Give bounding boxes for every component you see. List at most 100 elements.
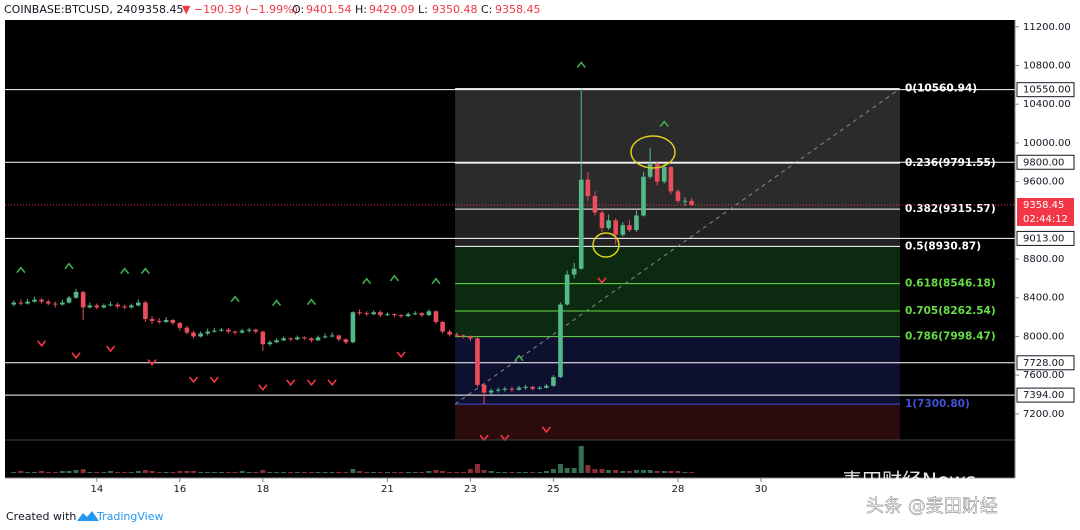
volume-bar: [87, 472, 93, 473]
candle-body: [53, 303, 58, 305]
volume-bar: [647, 470, 653, 473]
candle-body: [87, 305, 93, 308]
candle-body: [509, 388, 515, 390]
candle-body: [205, 331, 210, 334]
buy-signal: [64, 262, 74, 270]
fib-label: 0.382(9315.57): [905, 203, 996, 215]
y-tick-label: 9600.00: [1023, 177, 1064, 188]
candle-body: [191, 332, 196, 337]
buy-signal: [362, 277, 372, 285]
volume-bar: [467, 469, 473, 473]
candle-body: [689, 200, 694, 205]
volume-bar: [142, 470, 148, 473]
sell-signal: [286, 379, 296, 387]
volume-bar: [557, 464, 563, 473]
fib-zone: [455, 404, 901, 440]
footer-brand[interactable]: TradingView: [96, 510, 163, 523]
volume-bar: [274, 472, 280, 473]
candle-body: [668, 167, 674, 192]
volume-bar: [66, 471, 72, 473]
price-line-box: [1016, 82, 1075, 98]
volume-bar: [308, 472, 314, 473]
header-price: 9358.45: [138, 3, 184, 16]
volume-bar: [689, 472, 695, 473]
candle-body: [454, 334, 460, 336]
candle-body: [433, 311, 439, 322]
volume-bar: [460, 472, 466, 473]
volume-bar: [149, 471, 155, 473]
candle-body: [288, 338, 293, 340]
price-line-label: 9013.00: [1023, 233, 1064, 244]
candle-body: [239, 330, 245, 333]
candle-body: [440, 321, 445, 332]
candle-body: [45, 301, 51, 304]
candle-body: [364, 313, 369, 315]
volume-bar: [135, 471, 141, 473]
candle-body: [405, 314, 411, 317]
fib-label: 0.5(8930.87): [905, 240, 981, 252]
volume-bar: [440, 471, 446, 473]
candle-body: [211, 330, 217, 332]
buy-signal: [431, 277, 441, 285]
y-tick-label: 7200.00: [1023, 409, 1064, 420]
plot-area: [5, 61, 1015, 473]
volume-bar: [661, 471, 667, 473]
volume-bar: [288, 472, 294, 473]
volume-bar: [357, 471, 363, 473]
volume-bar: [550, 469, 556, 473]
candle-body: [530, 386, 535, 389]
last-price-box: [1017, 197, 1074, 212]
candle-body: [571, 268, 577, 275]
volume-bar: [52, 472, 58, 473]
candle-body: [551, 377, 556, 386]
price-line-label: 10550.00: [1023, 85, 1071, 96]
candle-body: [315, 337, 321, 341]
volume-bar: [18, 471, 24, 473]
candle-body: [232, 331, 238, 333]
candle-body: [516, 387, 522, 390]
candle-body: [198, 333, 203, 337]
volume-bar: [163, 472, 169, 473]
buy-signal: [659, 120, 669, 128]
candle-body: [66, 297, 72, 303]
sell-signal: [147, 359, 157, 366]
volume-bar: [218, 472, 224, 473]
candle-body: [25, 301, 30, 304]
volume-bar: [101, 472, 107, 473]
candle-body: [219, 329, 224, 331]
ohlc-label: C:: [481, 3, 492, 16]
candle-body: [122, 306, 127, 308]
volume-bar: [32, 472, 38, 473]
candle-body: [502, 388, 508, 390]
sell-signal: [306, 379, 317, 387]
volume-bar: [364, 472, 370, 473]
sell-signal: [105, 345, 116, 353]
candle-body: [392, 314, 397, 316]
candle-body: [32, 299, 37, 302]
candle-body: [80, 291, 86, 308]
fib-zone: [455, 246, 901, 284]
header-ohlc: O: 9401.54 H: 9429.09 L: 9350.48 C: 9358.45: [292, 3, 541, 16]
candle-body: [426, 311, 432, 316]
volume-bar: [474, 464, 480, 473]
candle-body: [419, 313, 425, 316]
volume-bar: [267, 472, 273, 473]
ohlc-label: L:: [418, 3, 428, 16]
highlight-ellipse: [592, 232, 620, 258]
volume-bar: [675, 471, 681, 473]
volume-bar: [640, 470, 646, 473]
candle-body: [73, 291, 79, 298]
fib-trend-line: [454, 88, 901, 405]
price-line-box: [1016, 355, 1075, 371]
y-tick-label: 8800.00: [1023, 254, 1064, 265]
volume-bar: [626, 471, 632, 473]
candle-body: [260, 331, 266, 345]
volume-bar: [488, 471, 494, 473]
candle-body: [371, 312, 376, 315]
buy-signal: [389, 274, 400, 282]
volume-bar: [253, 472, 259, 473]
volume-bar: [211, 472, 217, 473]
candle-body: [357, 312, 362, 314]
ohlc-value: 9350.48: [432, 3, 478, 16]
ohlc-value: 9358.45: [495, 3, 541, 16]
